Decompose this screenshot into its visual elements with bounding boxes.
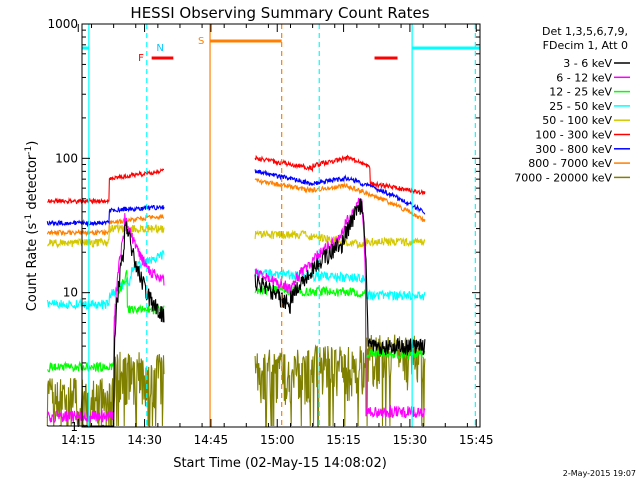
chart-title: HESSI Observing Summary Count Rates <box>130 4 429 22</box>
x-tick-label: 14:15 <box>61 433 96 447</box>
series-trace-0 <box>47 220 165 427</box>
x-tick-label: 14:45 <box>194 433 229 447</box>
x-tick-label: 15:00 <box>260 433 295 447</box>
y-axis-label-sup1: -1 <box>24 214 34 223</box>
series-trace-0 <box>254 198 426 356</box>
y-axis-label-sup2: -1 <box>24 146 34 155</box>
legend-label: 300 - 800 keV <box>535 143 612 156</box>
series-trace-7 <box>254 178 426 223</box>
y-tick-label: 1000 <box>47 17 78 31</box>
series-trace-1 <box>254 197 426 419</box>
footer-date: 2-May-2015 19:07 <box>563 469 636 478</box>
legend-label: 12 - 25 keV <box>549 86 612 99</box>
series-trace-4 <box>254 229 426 250</box>
legend-label: 800 - 7000 keV <box>528 157 612 170</box>
series-trace-5 <box>254 154 426 195</box>
x-tick-label: 15:15 <box>326 433 361 447</box>
series-trace-6 <box>254 169 426 215</box>
x-tick-label: 15:30 <box>393 433 428 447</box>
y-tick-label: 1 <box>70 420 78 434</box>
series-trace-8 <box>254 334 426 427</box>
axis-layer: 14:15 14:30 14:45 15:00 15:15 15:30 15:45 1 10 10… <box>47 17 493 447</box>
series-trace-1 <box>46 213 165 424</box>
series-trace-6 <box>46 204 165 228</box>
y-axis-label: Count Rate (s-1 detector-1) <box>24 141 40 312</box>
series-trace-4 <box>47 224 165 249</box>
x-axis-label: Start Time (02-May-15 14:08:02) <box>173 456 387 471</box>
legend-label: 7000 - 20000 keV <box>514 171 612 184</box>
series-trace-3 <box>254 268 426 302</box>
legend-label: 100 - 300 keV <box>535 129 612 142</box>
y-axis-label-main: Count Rate (s <box>25 223 40 312</box>
x-tick-label: 14:30 <box>127 433 162 447</box>
series-trace-5 <box>47 167 164 205</box>
flag-label: N <box>156 43 163 54</box>
plot-frame <box>81 23 481 428</box>
legend-label: 3 - 6 keV <box>563 57 612 70</box>
series-trace-7 <box>46 214 165 237</box>
legend-header-line1: Det 1,3,5,6,7,9, <box>542 25 628 38</box>
series-trace-2 <box>47 269 165 373</box>
y-tick-label: 100 <box>55 151 78 165</box>
legend-header-line2: FDecim 1, Att 0 <box>543 39 628 52</box>
y-axis-label-mid: detector <box>25 154 40 214</box>
flag-label: S <box>198 36 204 47</box>
y-axis-label-end: ) <box>25 141 40 146</box>
legend: Det 1,3,5,6,7,9, FDecim 1, Att 0 3 - 6 k… <box>514 25 630 184</box>
data-layer: N F S <box>46 24 480 427</box>
y-tick-label: 10 <box>63 286 78 300</box>
x-tick-label: 15:45 <box>459 433 494 447</box>
flag-label: F <box>138 53 144 64</box>
legend-label: 6 - 12 keV <box>556 71 612 84</box>
legend-label: 25 - 50 keV <box>549 100 612 113</box>
legend-label: 50 - 100 keV <box>542 114 612 127</box>
